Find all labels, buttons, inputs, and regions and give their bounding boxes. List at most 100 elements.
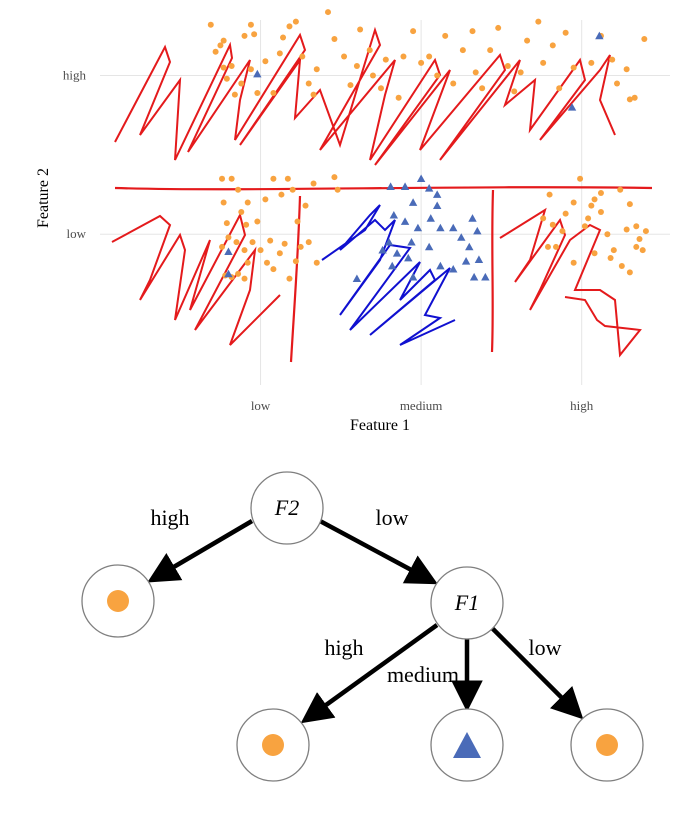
circle-point bbox=[220, 199, 227, 206]
circle-point bbox=[617, 186, 624, 193]
circle-point bbox=[577, 175, 584, 182]
triangle-point bbox=[384, 237, 394, 246]
x-axis-title: Feature 1 bbox=[350, 417, 410, 434]
triangle-point bbox=[468, 214, 477, 222]
triangle-point bbox=[224, 269, 233, 278]
triangle-point bbox=[253, 69, 262, 78]
circle-point bbox=[633, 243, 640, 250]
circle-point bbox=[353, 63, 360, 70]
y-tick-label: high bbox=[63, 68, 87, 83]
leaf-high-marker bbox=[107, 590, 129, 612]
circle-point bbox=[228, 63, 235, 70]
circle-point bbox=[597, 189, 604, 196]
circle-point bbox=[225, 234, 232, 241]
edge-label-root-low: low bbox=[376, 505, 409, 530]
circle-point bbox=[241, 32, 248, 39]
circle-point bbox=[623, 226, 630, 233]
circle-point bbox=[626, 201, 633, 208]
circle-point bbox=[207, 21, 214, 28]
triangle-point bbox=[432, 190, 442, 198]
triangle-point bbox=[567, 103, 577, 111]
circle-point bbox=[618, 262, 625, 269]
circle-point bbox=[247, 66, 254, 73]
circle-point bbox=[377, 85, 384, 92]
circle-point bbox=[294, 218, 301, 225]
circle-point bbox=[535, 18, 542, 25]
circle-point bbox=[559, 228, 566, 235]
circle-point bbox=[244, 259, 251, 266]
circle-point bbox=[524, 37, 531, 44]
circle-point bbox=[450, 80, 457, 87]
triangle-point bbox=[224, 247, 233, 256]
circle-point bbox=[235, 270, 242, 277]
circle-point bbox=[276, 250, 283, 257]
circle-point bbox=[495, 24, 502, 31]
circle-point bbox=[305, 80, 312, 87]
circle-point bbox=[442, 32, 449, 39]
circle-point bbox=[262, 196, 269, 203]
leaf-f1-high-marker bbox=[262, 734, 284, 756]
circle-point bbox=[267, 237, 274, 244]
triangle-point bbox=[449, 223, 458, 232]
triangle-point bbox=[389, 210, 399, 219]
circle-point bbox=[297, 243, 304, 250]
circle-point bbox=[219, 243, 226, 250]
circle-point bbox=[546, 191, 553, 198]
circle-point bbox=[263, 259, 270, 266]
root-node bbox=[250, 471, 324, 545]
edge-label-f1-medium: medium bbox=[387, 662, 459, 687]
circle-point bbox=[219, 175, 226, 182]
circle-point bbox=[588, 59, 595, 66]
x-tick-label: low bbox=[251, 398, 271, 413]
circle-point bbox=[251, 31, 258, 38]
circle-point bbox=[347, 82, 354, 89]
circle-point bbox=[243, 221, 250, 228]
red-scribble-bottom-left bbox=[111, 212, 281, 346]
circle-point bbox=[220, 64, 227, 71]
circle-point bbox=[331, 36, 338, 43]
circle-point bbox=[511, 88, 518, 95]
circle-point bbox=[331, 174, 338, 181]
edge-f1-high bbox=[300, 623, 439, 724]
circle-point bbox=[212, 48, 219, 55]
edge-label-f1-high: high bbox=[324, 635, 363, 660]
circle-point bbox=[562, 29, 569, 36]
circle-point bbox=[544, 243, 551, 250]
circle-point bbox=[281, 240, 288, 247]
circle-point bbox=[591, 250, 598, 257]
root-node-label: F2 bbox=[274, 495, 299, 520]
triangle-point bbox=[404, 253, 413, 262]
circle-point bbox=[395, 94, 402, 101]
red-scribble-top-region bbox=[114, 26, 616, 166]
circle-point bbox=[284, 175, 291, 182]
circle-point bbox=[607, 255, 614, 262]
x-tick-label: medium bbox=[400, 398, 443, 413]
circle-point bbox=[585, 215, 592, 222]
triangle-point bbox=[408, 198, 418, 206]
circle-point bbox=[426, 53, 433, 60]
circle-point bbox=[633, 223, 640, 230]
circle-point bbox=[570, 259, 577, 266]
circle-point bbox=[217, 42, 224, 49]
circle-point bbox=[626, 96, 633, 103]
circle-point bbox=[570, 199, 577, 206]
circle-point bbox=[238, 209, 245, 216]
f1-node-label: F1 bbox=[454, 590, 479, 615]
circle-point bbox=[262, 58, 269, 65]
edge-root-low bbox=[318, 519, 438, 585]
red-divider-right bbox=[490, 189, 495, 353]
triangle-point bbox=[481, 272, 490, 281]
edge-label-root-high: high bbox=[150, 505, 189, 530]
triangle-point bbox=[436, 223, 445, 232]
circle-point bbox=[609, 56, 616, 63]
circle-point bbox=[641, 36, 648, 43]
triangle-point bbox=[461, 257, 471, 265]
circle-point bbox=[270, 175, 277, 182]
circle-point bbox=[270, 90, 277, 96]
circle-point bbox=[549, 42, 556, 49]
circle-point bbox=[249, 239, 256, 246]
triangle-point bbox=[424, 184, 434, 192]
circle-point bbox=[313, 259, 320, 266]
circle-point bbox=[639, 247, 646, 254]
partition-scribbles bbox=[111, 26, 653, 363]
